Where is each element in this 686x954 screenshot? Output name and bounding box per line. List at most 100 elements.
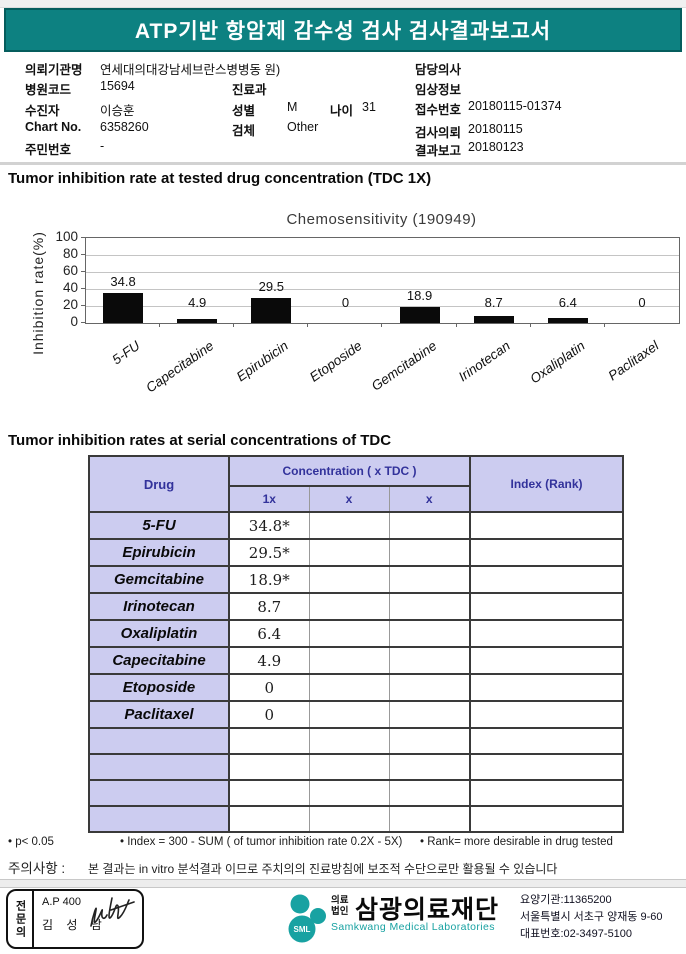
- x-tick-mark: [159, 323, 160, 327]
- contact-institution-code: 요양기관:11365200: [520, 894, 612, 906]
- table-row: Paclitaxel 0: [88, 700, 624, 729]
- bar-slot: 6.4: [531, 238, 605, 323]
- specialist-role-label: 전문의: [8, 891, 34, 947]
- org-name: 삼광의료재단: [355, 896, 500, 924]
- inhibition-x3: [388, 727, 471, 755]
- page-top-strip: [0, 0, 686, 8]
- chart-bar: [177, 318, 218, 323]
- label-receipt-no: 접수번호: [415, 103, 462, 117]
- inhibition-x2: [308, 727, 390, 755]
- inhibition-x3: [388, 538, 471, 567]
- x-tick-mark: [307, 323, 308, 327]
- header-x2: x: [308, 485, 390, 513]
- inhibition-1x: [228, 753, 310, 781]
- header-concentration: Concentration ( x TDC ): [228, 455, 471, 487]
- footnote-pvalue: • p< 0.05: [8, 836, 54, 848]
- bar-slot: 0: [605, 238, 679, 323]
- contact-address: 서울특별시 서초구 양재동 9-60: [520, 911, 663, 924]
- notice-label: 주의사항 :: [8, 861, 66, 876]
- label-resident-no: 주민번호: [25, 143, 72, 157]
- bar-slot: 29.5: [234, 238, 308, 323]
- chart-bar: [251, 297, 292, 323]
- index-rank: [469, 805, 624, 833]
- contact-phone: 대표번호:02-3497-5100: [520, 928, 633, 941]
- value-receipt-no: 20180115-01374: [468, 99, 562, 113]
- footer-divider: [0, 879, 686, 888]
- index-rank: [469, 565, 624, 594]
- index-rank: [469, 673, 624, 702]
- x-tick-mark: [456, 323, 457, 327]
- index-rank: [469, 646, 624, 675]
- y-tick-mark: [81, 271, 85, 272]
- label-org: 의뢰기관명: [25, 63, 83, 77]
- y-tick-label: 20: [62, 297, 78, 312]
- value-patient: 이승훈: [100, 104, 135, 118]
- index-rank: [469, 538, 624, 567]
- notice-text: 본 결과는 in vitro 분석결과 이므로 주치의의 진료방침에 보조적 수…: [88, 862, 558, 876]
- inhibition-x2: [308, 753, 390, 781]
- table-row-empty: [88, 779, 624, 807]
- x-category-labels: 5-FU Capecitabine Epirubicin Etoposide G…: [85, 326, 678, 421]
- inhibition-x3: [388, 673, 471, 702]
- value-hosp-code: 15694: [100, 79, 135, 93]
- label-sex: 성별: [232, 104, 256, 118]
- table-row: 5-FU 34.8*: [88, 511, 624, 540]
- sml-logo-icon: SML: [288, 894, 326, 943]
- drug-name: Etoposide: [88, 673, 230, 702]
- inhibition-1x: 8.7: [228, 592, 310, 621]
- y-tick-label: 0: [70, 314, 78, 329]
- label-hosp-code: 병원코드: [25, 83, 72, 97]
- chart-bars: 34.8 4.9 29.5 0 18.9: [86, 238, 679, 323]
- drug-name: 5-FU: [88, 511, 230, 540]
- index-rank: [469, 779, 624, 807]
- x-category-label: Paclitaxel: [605, 338, 662, 384]
- table-section-title: Tumor inhibition rates at serial concent…: [8, 432, 392, 449]
- inhibition-1x: 34.8*: [228, 511, 310, 540]
- index-rank: [469, 511, 624, 540]
- label-dept: 진료과: [232, 83, 267, 97]
- inhibition-x2: [308, 592, 390, 621]
- y-tick-mark: [81, 322, 85, 323]
- y-tick-label: 100: [55, 229, 78, 244]
- x-category-label: Capecitabine: [143, 338, 217, 396]
- inhibition-1x: 18.9*: [228, 565, 310, 594]
- inhibition-x2: [308, 646, 390, 675]
- chart-bar-value: 0: [638, 295, 646, 310]
- label-age: 나이: [330, 104, 354, 118]
- table-row: Oxaliplatin 6.4: [88, 619, 624, 648]
- bar-slot: 18.9: [383, 238, 457, 323]
- specialist-code: A.P 400: [42, 896, 81, 908]
- chart-title: Chemosensitivity (190949): [286, 211, 477, 228]
- value-report-date: 20180123: [468, 140, 524, 154]
- x-category-label: Irinotecan: [456, 338, 514, 385]
- drug-name: Epirubicin: [88, 538, 230, 567]
- inhibition-x2: [308, 805, 390, 833]
- inhibition-x3: [388, 646, 471, 675]
- inhibition-x2: [308, 565, 390, 594]
- drug-name: [88, 753, 230, 781]
- x-tick-mark: [381, 323, 382, 327]
- table-row-empty: [88, 727, 624, 755]
- drug-name: Oxaliplatin: [88, 619, 230, 648]
- org-name-en: Samkwang Medical Laboratories: [331, 921, 495, 933]
- inhibition-x3: [388, 805, 471, 833]
- value-org: 연세대의대강남세브란스병병동 원): [100, 63, 281, 77]
- header-index-rank: Index (Rank): [469, 455, 624, 513]
- chart-bar: [473, 315, 514, 323]
- results-table: Drug Concentration ( x TDC ) Index (Rank…: [88, 455, 625, 833]
- drug-name: [88, 805, 230, 833]
- table-row-empty: [88, 753, 624, 781]
- specialist-name: 김 성 남: [42, 918, 107, 932]
- label-report-date: 결과보고: [415, 144, 462, 158]
- label-patient: 수진자: [25, 104, 60, 118]
- inhibition-x2: [308, 538, 390, 567]
- table-row: Irinotecan 8.7: [88, 592, 624, 621]
- inhibition-x3: [388, 592, 471, 621]
- report-title: ATP기반 항암제 감수성 검사 검사결과보고서: [134, 20, 552, 43]
- chart-bar-value: 18.9: [406, 287, 433, 303]
- value-resident-no: -: [100, 139, 105, 153]
- x-tick-mark: [233, 323, 234, 327]
- inhibition-x2: [308, 700, 390, 729]
- footnote-index: • Index = 300 - SUM ( of tumor inhibitio…: [120, 836, 403, 848]
- report-title-band: ATP기반 항암제 감수성 검사 검사결과보고서: [4, 8, 682, 52]
